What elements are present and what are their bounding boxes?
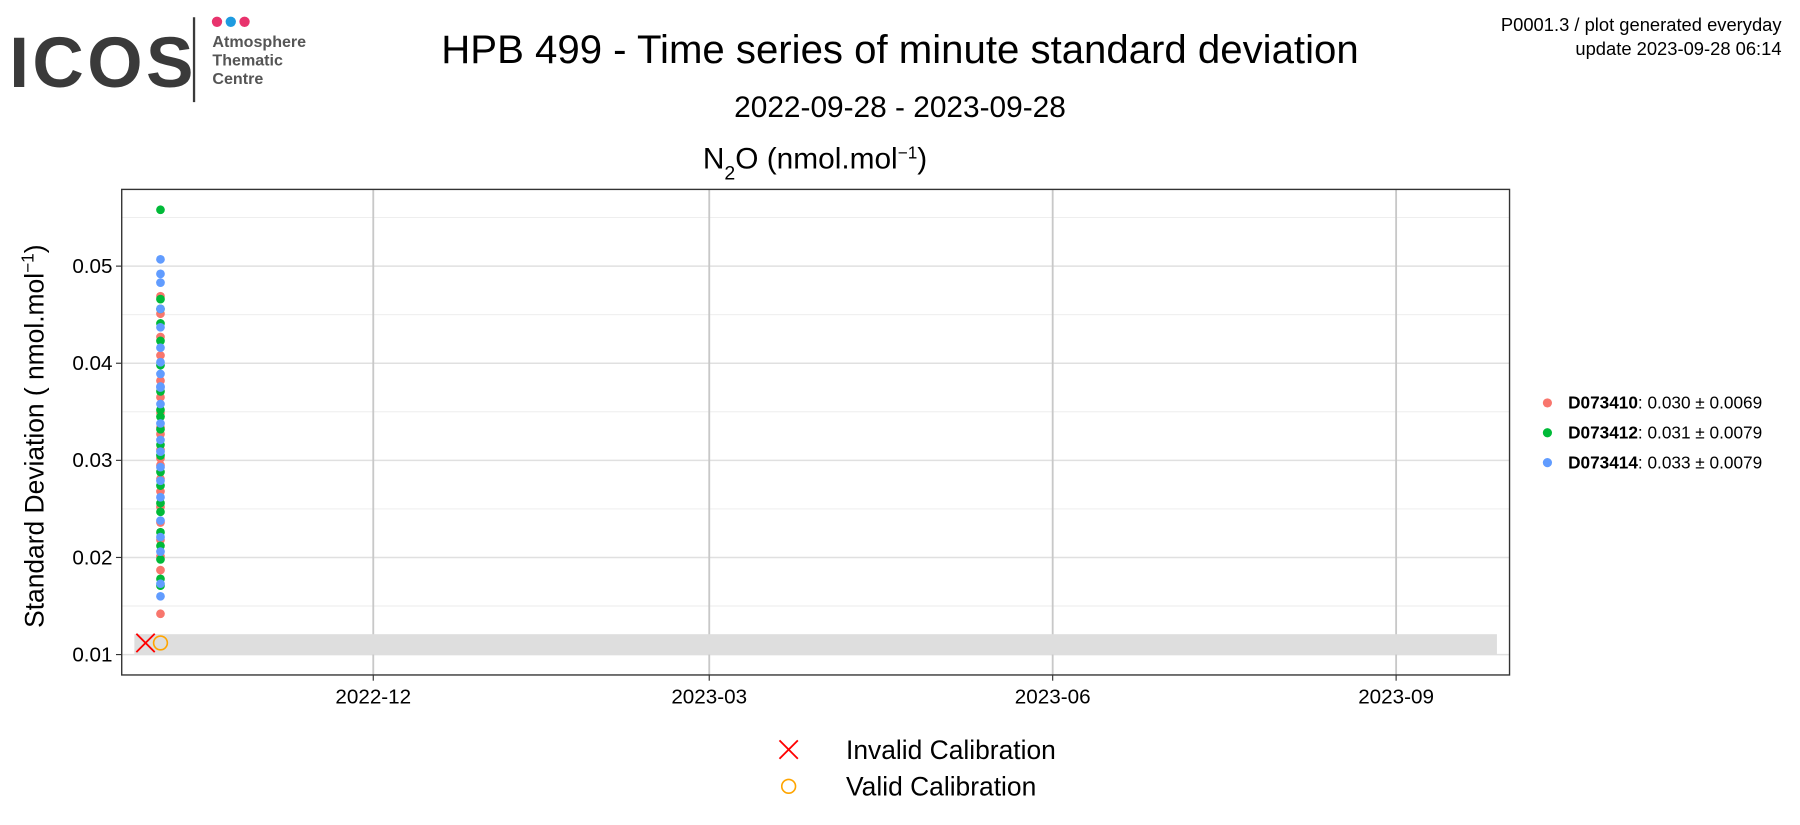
legend-summary: : 0.031 ± 0.0079 xyxy=(1638,423,1762,443)
plot-background xyxy=(121,189,1510,675)
x-tick-label: 2023-09 xyxy=(1358,686,1434,709)
point xyxy=(156,492,165,502)
y-tick-label: 0.02 xyxy=(72,546,112,569)
point xyxy=(156,507,165,517)
legend-label: D073414: 0.033 ± 0.0079 xyxy=(1568,452,1762,472)
legend-name: D073410 xyxy=(1568,393,1638,413)
y-tick-label: 0.03 xyxy=(72,449,112,472)
panel-title: N2O (nmol.mol−1) xyxy=(703,143,927,185)
point xyxy=(156,369,165,379)
y-tick-label: 0.05 xyxy=(72,255,112,278)
point xyxy=(156,205,165,215)
point xyxy=(156,609,165,619)
text-part: Standard Deviation ( nmol.mol xyxy=(20,273,50,628)
plot-border xyxy=(121,188,1511,676)
point xyxy=(156,278,165,287)
legend-name: D073412 xyxy=(1568,423,1638,443)
legend-swatch xyxy=(1542,428,1553,438)
marker-stroke xyxy=(135,633,156,653)
point xyxy=(156,383,165,392)
logo-dot xyxy=(211,16,223,27)
chart-title: HPB 499 - Time series of minute standard… xyxy=(441,27,1358,72)
calibration-marker xyxy=(778,739,799,760)
point xyxy=(156,419,165,428)
logo-line: Atmosphere xyxy=(212,33,306,51)
point xyxy=(156,579,165,589)
logo-acronym: ICOS xyxy=(9,24,197,103)
point xyxy=(156,304,165,314)
legend-summary: : 0.033 ± 0.0079 xyxy=(1638,452,1762,472)
point xyxy=(156,269,165,279)
logo-line: Centre xyxy=(212,70,263,88)
point xyxy=(156,462,165,472)
header-note: update 2023-09-28 06:14 xyxy=(1575,38,1781,59)
point xyxy=(156,399,165,409)
point xyxy=(156,357,165,367)
y-tick-label: 0.01 xyxy=(72,643,112,666)
point xyxy=(156,516,165,525)
point xyxy=(156,591,165,601)
point xyxy=(156,412,165,422)
legend-label: D073412: 0.031 ± 0.0079 xyxy=(1568,423,1762,443)
text-part: ) xyxy=(917,143,927,176)
point xyxy=(156,476,165,486)
point xyxy=(156,565,165,575)
logo-dot xyxy=(225,16,236,27)
text-part: ) xyxy=(20,245,50,254)
text-part: 2 xyxy=(724,163,735,185)
legend-swatch xyxy=(1542,458,1553,468)
text-part: O (nmol.mol xyxy=(735,143,897,176)
logo-line: Thematic xyxy=(212,51,283,69)
point xyxy=(156,254,165,264)
x-tick-label: 2023-06 xyxy=(1015,686,1091,709)
text-part: N xyxy=(703,143,725,176)
legend-label: D073410: 0.030 ± 0.0069 xyxy=(1568,393,1762,413)
point xyxy=(156,336,165,346)
chart-subtitle: 2022-09-28 - 2023-09-28 xyxy=(734,91,1066,124)
calibration-marker xyxy=(780,778,797,795)
shaded-range xyxy=(134,634,1497,655)
point xyxy=(156,532,165,542)
point xyxy=(156,351,165,360)
legend-label: Invalid Calibration xyxy=(846,735,1056,765)
text-part: −1 xyxy=(18,253,38,273)
point xyxy=(156,447,165,456)
calibration-marker xyxy=(135,633,156,653)
legend-swatch xyxy=(1542,398,1553,408)
point xyxy=(156,555,165,564)
logo-dot xyxy=(239,16,250,27)
calibration-marker xyxy=(152,635,169,651)
point xyxy=(156,547,165,556)
x-tick-label: 2022-12 xyxy=(335,686,411,709)
legend-label: Valid Calibration xyxy=(846,771,1036,801)
header-note: P0001.3 / plot generated everyday xyxy=(1501,14,1783,35)
point xyxy=(156,322,165,332)
point xyxy=(156,435,165,445)
legend-summary: : 0.030 ± 0.0069 xyxy=(1638,393,1762,413)
marker-stroke xyxy=(778,739,799,760)
point xyxy=(156,294,165,304)
y-axis-label: Standard Deviation ( nmol.mol−1) xyxy=(18,245,50,628)
point xyxy=(156,343,165,353)
y-tick-label: 0.04 xyxy=(72,352,112,375)
legend-name: D073414 xyxy=(1568,452,1638,472)
text-part: −1 xyxy=(898,143,918,163)
x-tick-label: 2023-03 xyxy=(671,686,747,709)
